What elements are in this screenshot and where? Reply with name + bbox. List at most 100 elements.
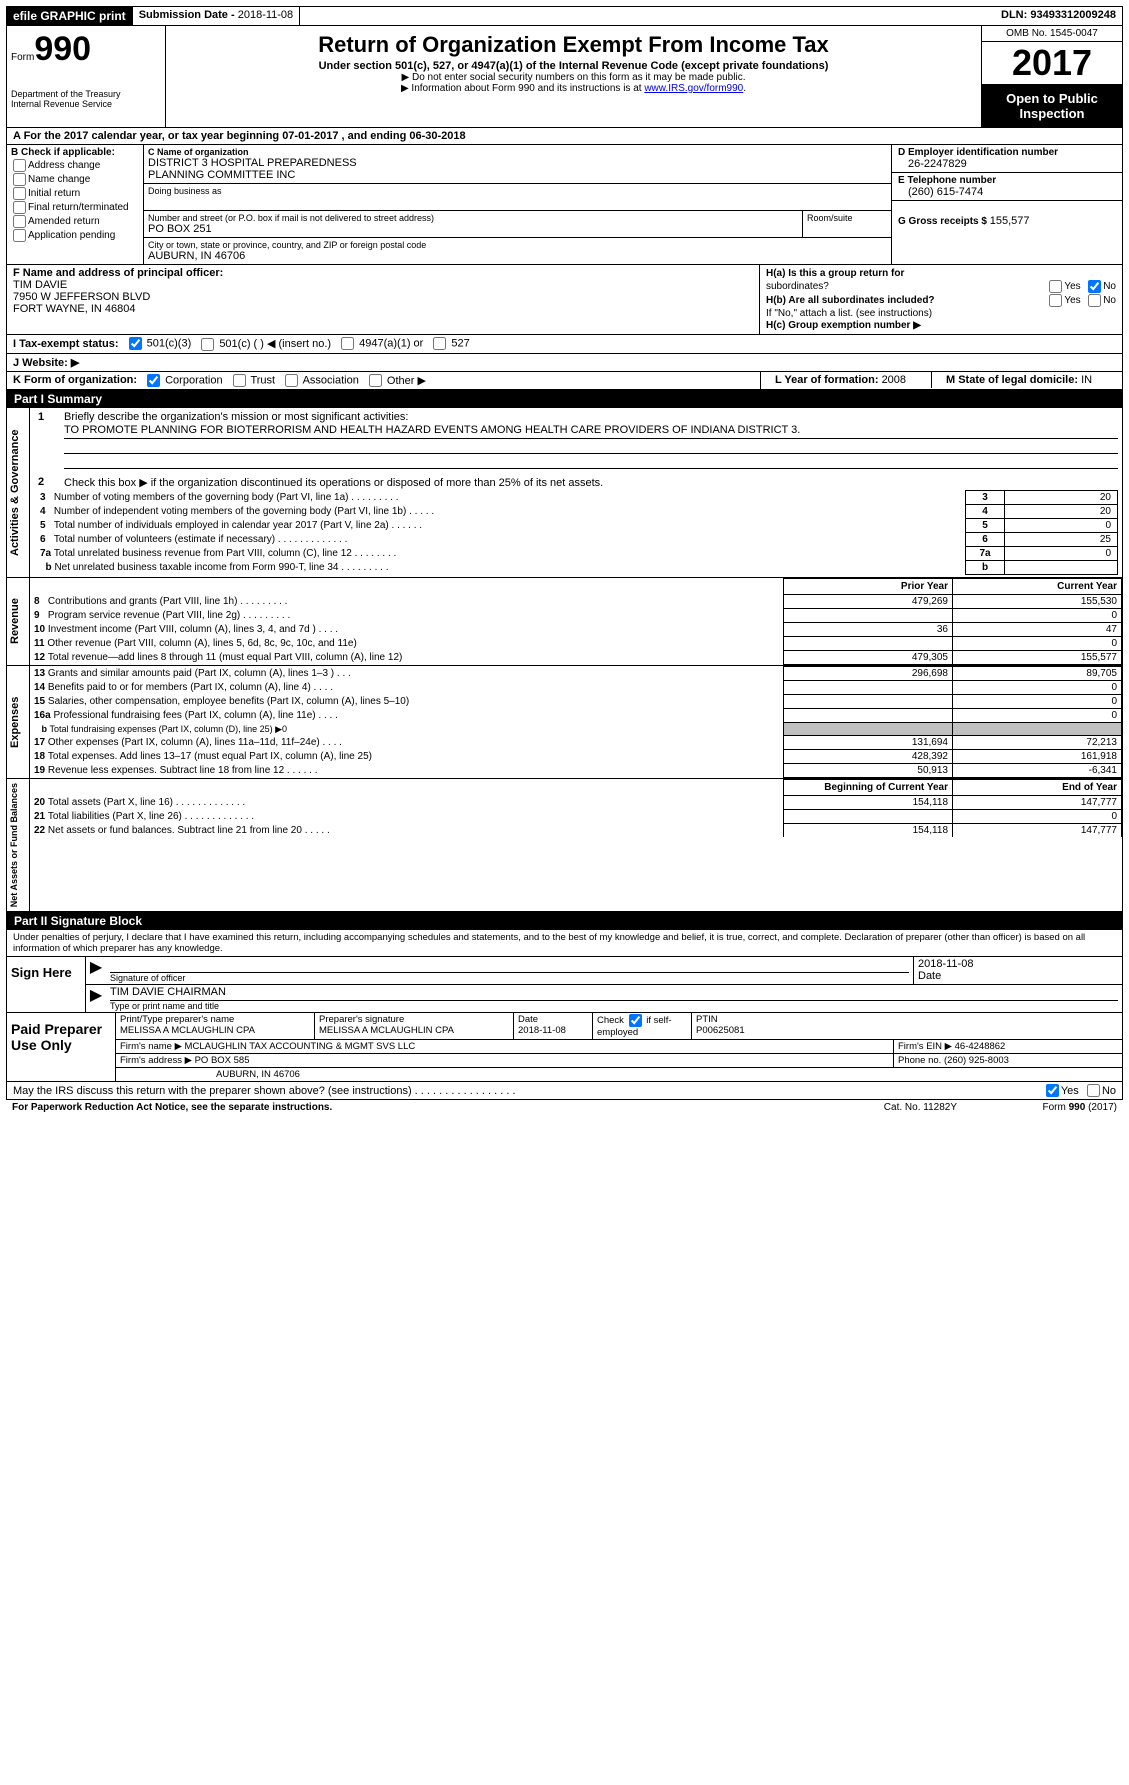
governance-side-label: Activities & Governance: [7, 408, 30, 577]
ha-sub: subordinates?: [766, 281, 1047, 292]
omb-number: OMB No. 1545-0047: [982, 26, 1122, 42]
governance-table: 3 Number of voting members of the govern…: [34, 490, 1118, 575]
prep-print-label: Print/Type preparer's name: [120, 1014, 310, 1025]
hb-no[interactable]: [1088, 294, 1101, 307]
check-501c[interactable]: [201, 338, 214, 351]
sig-date-value: 2018-11-08: [918, 958, 1118, 970]
column-b: B Check if applicable: Address change Na…: [7, 145, 144, 264]
org-name-1: DISTRICT 3 HOSPITAL PREPAREDNESS: [148, 157, 887, 169]
line3-val: 20: [1005, 491, 1118, 505]
check-association[interactable]: [285, 374, 298, 387]
row-i: I Tax-exempt status: 501(c)(3) 501(c) ( …: [6, 335, 1123, 354]
mission-text: TO PROMOTE PLANNING FOR BIOTERRORISM AND…: [64, 424, 1118, 439]
check-application-pending[interactable]: Application pending: [11, 229, 139, 242]
net-assets-block: Net Assets or Fund Balances Beginning of…: [7, 779, 1122, 911]
summary-container: Activities & Governance 1Briefly describ…: [6, 408, 1123, 912]
check-amended-return[interactable]: Amended return: [11, 215, 139, 228]
line5-val: 0: [1005, 519, 1118, 533]
line3-desc: Number of voting members of the governin…: [54, 492, 399, 503]
check-initial-return[interactable]: Initial return: [11, 187, 139, 200]
line7a-val: 0: [1005, 547, 1118, 561]
prep-print-name: MELISSA A MCLAUGHLIN CPA: [120, 1025, 310, 1036]
check-final-return[interactable]: Final return/terminated: [11, 201, 139, 214]
city-value: AUBURN, IN 46706: [148, 250, 887, 262]
check-corporation[interactable]: [147, 374, 160, 387]
preparer-row: Paid Preparer Use Only Print/Type prepar…: [7, 1012, 1122, 1081]
org-name-2: PLANNING COMMITTEE INC: [148, 169, 887, 181]
sig-name-value: TIM DAVIE CHAIRMAN: [110, 986, 1118, 1001]
line5-desc: Total number of individuals employed in …: [54, 520, 422, 531]
city-label: City or town, state or province, country…: [148, 240, 887, 250]
dept-irs: Internal Revenue Service: [11, 99, 161, 109]
check-self-employed[interactable]: [629, 1014, 642, 1027]
year-formation-value: 2008: [882, 374, 906, 386]
room-label: Room/suite: [807, 213, 887, 223]
org-name-label: C Name of organization: [148, 147, 249, 157]
revenue-side-label: Revenue: [7, 578, 30, 665]
ein-label: D Employer identification number: [898, 147, 1116, 158]
header-center: Return of Organization Exempt From Incom…: [166, 26, 981, 127]
tax-year: 2017: [982, 42, 1122, 85]
firm-phone: (260) 925-8003: [944, 1055, 1009, 1066]
check-4947[interactable]: [341, 337, 354, 350]
prior-year-header: Prior Year: [784, 579, 953, 595]
website-label: J Website: ▶: [13, 356, 79, 369]
revenue-block: Revenue Prior YearCurrent Year 8 Contrib…: [7, 578, 1122, 666]
check-address-change[interactable]: Address change: [11, 159, 139, 172]
ha-no[interactable]: [1088, 280, 1101, 293]
line4-desc: Number of independent voting members of …: [54, 506, 434, 517]
dept-treasury: Department of the Treasury: [11, 89, 161, 99]
gross-label: G Gross receipts $: [898, 216, 990, 227]
phone-value: (260) 615-7474: [898, 186, 1116, 198]
submission-label: Submission Date -: [139, 9, 238, 21]
form-header: Form990 Department of the Treasury Inter…: [6, 26, 1123, 128]
tax-exempt-label: I Tax-exempt status:: [13, 338, 119, 350]
col-b-header: B Check if applicable:: [11, 147, 115, 158]
discuss-no[interactable]: [1087, 1084, 1100, 1097]
dln-value: 93493312009248: [1030, 9, 1116, 21]
info-prefix: ▶ Information about Form 990 and its ins…: [401, 83, 644, 94]
gross-value: 155,577: [990, 215, 1030, 227]
check-501c3[interactable]: [129, 337, 142, 350]
irs-link[interactable]: www.IRS.gov/form990: [644, 83, 743, 94]
sign-here-row: Sign Here ▶ Signature of officer 2018-11…: [7, 956, 1122, 1012]
firm-name: MCLAUGHLIN TAX ACCOUNTING & MGMT SVS LLC: [185, 1041, 416, 1052]
discuss-yes[interactable]: [1046, 1084, 1059, 1097]
column-h: H(a) Is this a group return for subordin…: [760, 265, 1122, 334]
check-name-change[interactable]: Name change: [11, 173, 139, 186]
submission-value: 2018-11-08: [238, 9, 293, 21]
paperwork-notice: For Paperwork Reduction Act Notice, see …: [12, 1102, 884, 1113]
check-trust[interactable]: [233, 374, 246, 387]
line7b-val: [1005, 561, 1118, 575]
revenue-table: Prior YearCurrent Year 8 Contributions a…: [30, 578, 1122, 665]
part2-header: Part II Signature Block: [6, 912, 1123, 930]
form-org-label: K Form of organization:: [13, 374, 137, 386]
info-note: ▶ Information about Form 990 and its ins…: [174, 83, 973, 94]
ssn-note: ▶ Do not enter social security numbers o…: [174, 72, 973, 83]
check-527[interactable]: [433, 337, 446, 350]
hb-label: H(b) Are all subordinates included?: [766, 295, 935, 306]
check-other[interactable]: [369, 374, 382, 387]
sig-name-label: Type or print name and title: [110, 1001, 1118, 1011]
line6-val: 25: [1005, 533, 1118, 547]
penalty-text: Under penalties of perjury, I declare th…: [7, 930, 1122, 956]
form-number: 990: [34, 30, 91, 68]
ha-yes[interactable]: [1049, 280, 1062, 293]
firm-ein: 46-4248862: [955, 1041, 1006, 1052]
column-d: D Employer identification number 26-2247…: [892, 145, 1122, 264]
expenses-side-label: Expenses: [7, 666, 30, 778]
prep-sig-label: Preparer's signature: [319, 1014, 509, 1025]
hb-yes[interactable]: [1049, 294, 1062, 307]
prep-date-label: Date: [518, 1014, 588, 1025]
discuss-question: May the IRS discuss this return with the…: [13, 1085, 1044, 1097]
officer-addr2: FORT WAYNE, IN 46804: [13, 303, 753, 315]
sig-date-label: Date: [918, 970, 1118, 982]
officer-label: F Name and address of principal officer:: [13, 267, 223, 279]
ptin-value: P00625081: [696, 1025, 1118, 1036]
sig-arrow-icon: ▶: [86, 957, 106, 984]
state-domicile-value: IN: [1081, 374, 1092, 386]
end-header: End of Year: [953, 780, 1122, 796]
section-fh: F Name and address of principal officer:…: [6, 265, 1123, 335]
ptin-label: PTIN: [696, 1014, 1118, 1025]
efile-button[interactable]: efile GRAPHIC print: [7, 7, 133, 25]
